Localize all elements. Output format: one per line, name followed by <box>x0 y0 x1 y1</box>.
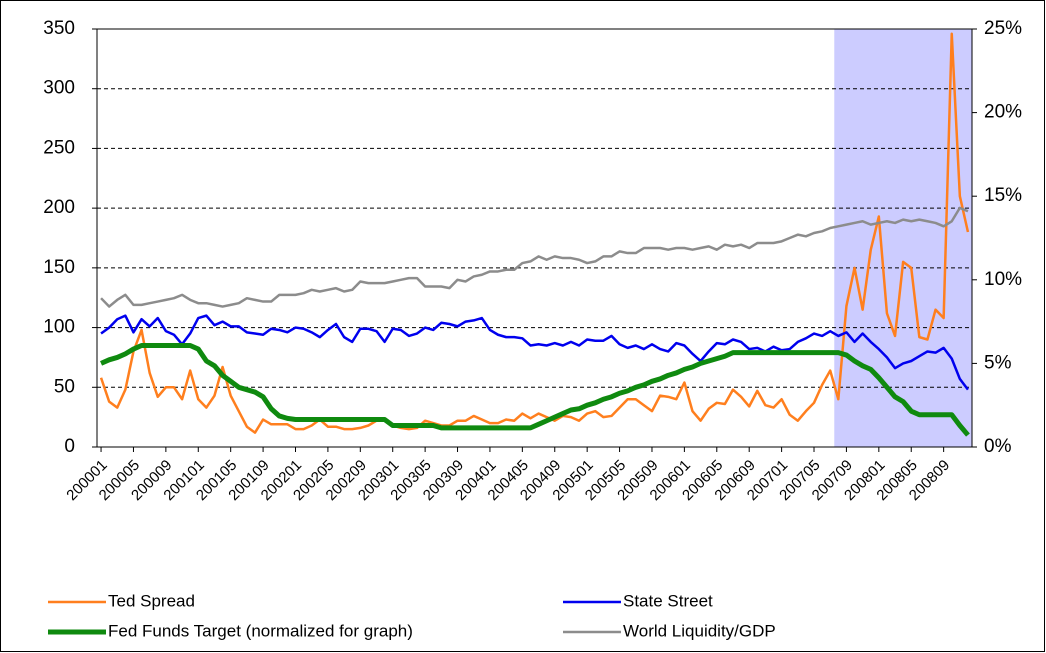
y-tick-label: 50 <box>54 376 75 397</box>
legend-label: Ted Spread <box>108 591 195 610</box>
y-tick-label: 250 <box>43 137 75 158</box>
y-tick-label: 100 <box>43 317 75 338</box>
y2-tick-label: 15% <box>984 185 1022 206</box>
series-line <box>100 342 970 437</box>
y2-tick-label: 5% <box>984 352 1012 373</box>
y2-tick-label: 20% <box>984 102 1022 123</box>
series-line <box>99 32 970 434</box>
plot-frame <box>96 28 973 448</box>
y-tick-label: 150 <box>43 257 75 278</box>
y-tick-label: 350 <box>43 18 75 39</box>
series-line <box>100 206 969 308</box>
y2-tick-label: 0% <box>984 436 1012 457</box>
y2-tick-label: 10% <box>984 269 1022 290</box>
y-tick-label: 200 <box>43 197 75 218</box>
series-line <box>100 314 969 391</box>
y-tick-label: 300 <box>43 78 75 99</box>
y2-tick-label: 25% <box>984 18 1022 39</box>
legend-label: World Liquidity/GDP <box>623 621 776 640</box>
legend-label: State Street <box>623 591 713 610</box>
y-tick-label: 0 <box>64 436 75 457</box>
legend-label: Fed Funds Target (normalized for graph) <box>108 621 413 640</box>
